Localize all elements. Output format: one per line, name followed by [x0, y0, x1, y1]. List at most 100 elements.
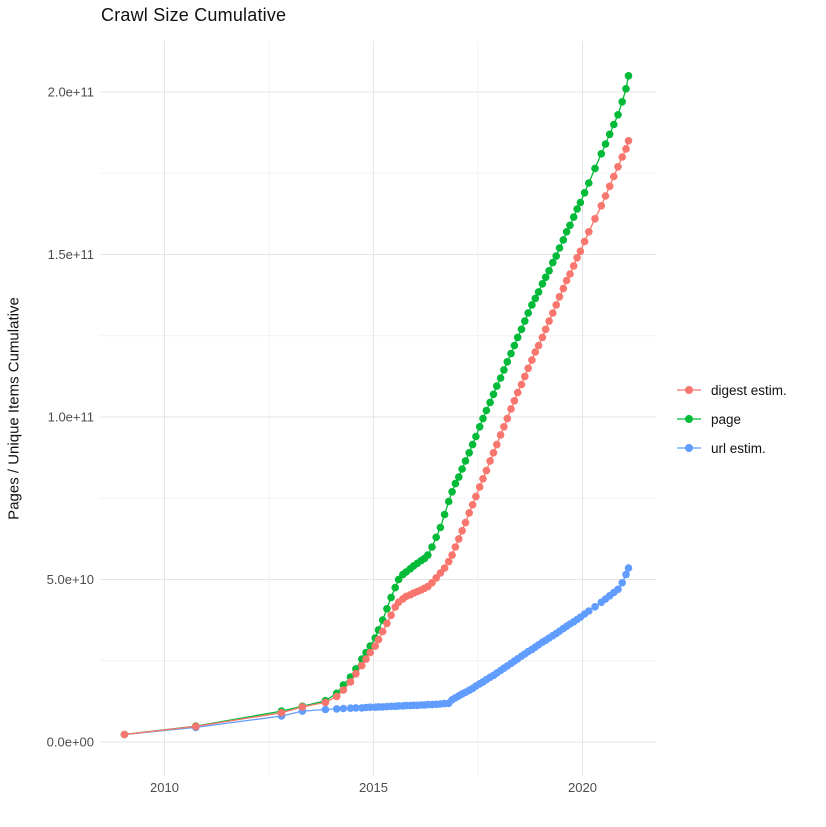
- series-page: [120, 72, 633, 739]
- data-point: [569, 262, 578, 270]
- data-point: [541, 325, 550, 334]
- data-point: [496, 374, 505, 382]
- data-point: [580, 189, 589, 197]
- data-point: [383, 619, 391, 628]
- series-digest-estim: [120, 137, 633, 739]
- data-point: [545, 267, 553, 275]
- data-point: [503, 414, 512, 423]
- y-tick-label: 0.0e+00: [47, 735, 94, 750]
- data-point: [562, 228, 571, 236]
- data-point: [552, 252, 560, 260]
- data-point: [339, 686, 348, 694]
- data-point: [455, 535, 463, 543]
- x-tick-label: 2020: [568, 780, 597, 795]
- data-point: [458, 527, 466, 535]
- data-point: [358, 661, 366, 670]
- data-point: [371, 642, 380, 650]
- data-point: [510, 397, 519, 405]
- data-point: [618, 579, 626, 587]
- data-point: [624, 564, 633, 572]
- data-point: [549, 309, 557, 317]
- data-point: [432, 533, 441, 542]
- data-point: [534, 288, 543, 296]
- data-point: [496, 431, 505, 439]
- data-point: [383, 605, 391, 613]
- legend-item-page: page: [676, 408, 787, 430]
- data-point: [465, 509, 474, 517]
- data-point: [486, 457, 494, 465]
- data-point: [559, 284, 568, 293]
- data-point: [455, 473, 463, 481]
- chart-title: Crawl Size Cumulative: [101, 5, 287, 25]
- data-point: [517, 380, 526, 389]
- data-point: [277, 709, 286, 717]
- data-point: [622, 145, 630, 153]
- legend-item-digest-estim: digest estim.: [676, 379, 787, 401]
- data-point: [192, 722, 200, 731]
- data-point: [510, 341, 519, 350]
- data-point: [531, 348, 540, 356]
- data-point: [580, 237, 589, 246]
- data-point: [528, 301, 536, 309]
- data-point: [486, 398, 494, 407]
- data-point: [493, 382, 501, 390]
- data-point: [524, 364, 532, 373]
- data-point: [448, 488, 456, 496]
- data-point: [321, 705, 330, 714]
- data-point: [482, 406, 491, 415]
- data-point: [524, 309, 532, 317]
- data-point: [576, 198, 585, 207]
- data-point: [618, 153, 626, 161]
- data-point: [591, 215, 599, 223]
- data-point: [482, 466, 491, 475]
- data-point: [521, 372, 529, 381]
- data-point: [566, 221, 574, 230]
- data-point: [605, 182, 614, 191]
- data-point: [614, 585, 622, 594]
- data-point: [552, 301, 560, 309]
- data-point: [591, 164, 599, 173]
- data-point: [562, 276, 571, 285]
- legend-label: digest estim.: [711, 382, 787, 398]
- data-point: [440, 564, 449, 572]
- data-point: [507, 405, 515, 413]
- data-point: [362, 655, 370, 663]
- data-point: [555, 244, 564, 252]
- data-point: [618, 98, 626, 106]
- data-point: [585, 607, 593, 615]
- data-point: [472, 432, 480, 441]
- legend-key-point: [685, 415, 693, 423]
- data-point: [624, 137, 633, 145]
- data-point: [475, 483, 484, 491]
- data-point: [591, 603, 599, 611]
- series-url-estim: [120, 564, 633, 739]
- data-point: [448, 551, 456, 559]
- data-point: [465, 449, 474, 457]
- data-point: [622, 570, 630, 579]
- data-point: [489, 390, 498, 399]
- data-point: [597, 150, 606, 158]
- legend-label: url estim.: [711, 440, 766, 456]
- data-point: [475, 423, 484, 431]
- data-point: [298, 703, 307, 711]
- data-point: [559, 236, 568, 244]
- data-point: [573, 253, 581, 262]
- data-point: [374, 635, 383, 644]
- data-point: [610, 120, 618, 129]
- data-point: [601, 140, 610, 148]
- data-point: [624, 72, 633, 80]
- data-point: [538, 333, 547, 342]
- legend-key-icon: [677, 386, 701, 394]
- data-point: [391, 583, 400, 592]
- data-point: [500, 366, 508, 374]
- data-point: [352, 704, 360, 712]
- data-point: [601, 192, 610, 200]
- data-point: [468, 501, 477, 509]
- data-point: [605, 130, 614, 139]
- data-point: [339, 704, 348, 713]
- y-tick-label: 1.0e+11: [48, 410, 94, 425]
- data-point: [461, 518, 470, 527]
- data-point: [451, 543, 460, 551]
